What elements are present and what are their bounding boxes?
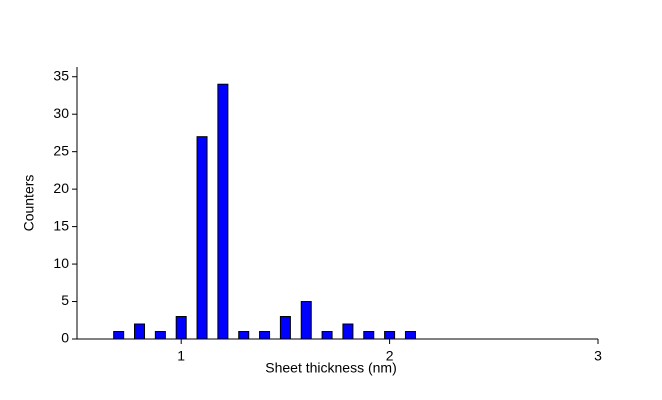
y-tick-label: 10 <box>53 255 69 271</box>
y-tick-label: 25 <box>53 142 69 158</box>
x-axis-label: Sheet thickness (nm) <box>265 360 397 376</box>
bar <box>363 331 375 340</box>
bar <box>384 331 396 340</box>
y-tick-label: 15 <box>53 217 69 233</box>
bar <box>300 301 312 340</box>
y-tick-label: 0 <box>61 330 69 346</box>
bar <box>217 83 229 340</box>
bar <box>259 331 271 340</box>
y-tick-label: 20 <box>53 180 69 196</box>
bar <box>321 331 333 340</box>
bar <box>238 331 250 340</box>
x-tick-label: 1 <box>177 348 185 364</box>
bar <box>175 316 187 340</box>
bar <box>154 331 166 340</box>
y-tick-label: 5 <box>61 292 69 308</box>
bar <box>279 316 291 340</box>
y-tick-label: 35 <box>53 67 69 83</box>
bar <box>342 323 354 340</box>
y-tick-label: 30 <box>53 105 69 121</box>
bar <box>404 331 416 340</box>
x-tick-label: 2 <box>386 348 394 364</box>
x-tick-label: 3 <box>594 348 602 364</box>
bar <box>134 323 146 340</box>
bar <box>113 331 125 340</box>
y-axis-label: Counters <box>21 175 37 232</box>
bar <box>196 136 208 340</box>
